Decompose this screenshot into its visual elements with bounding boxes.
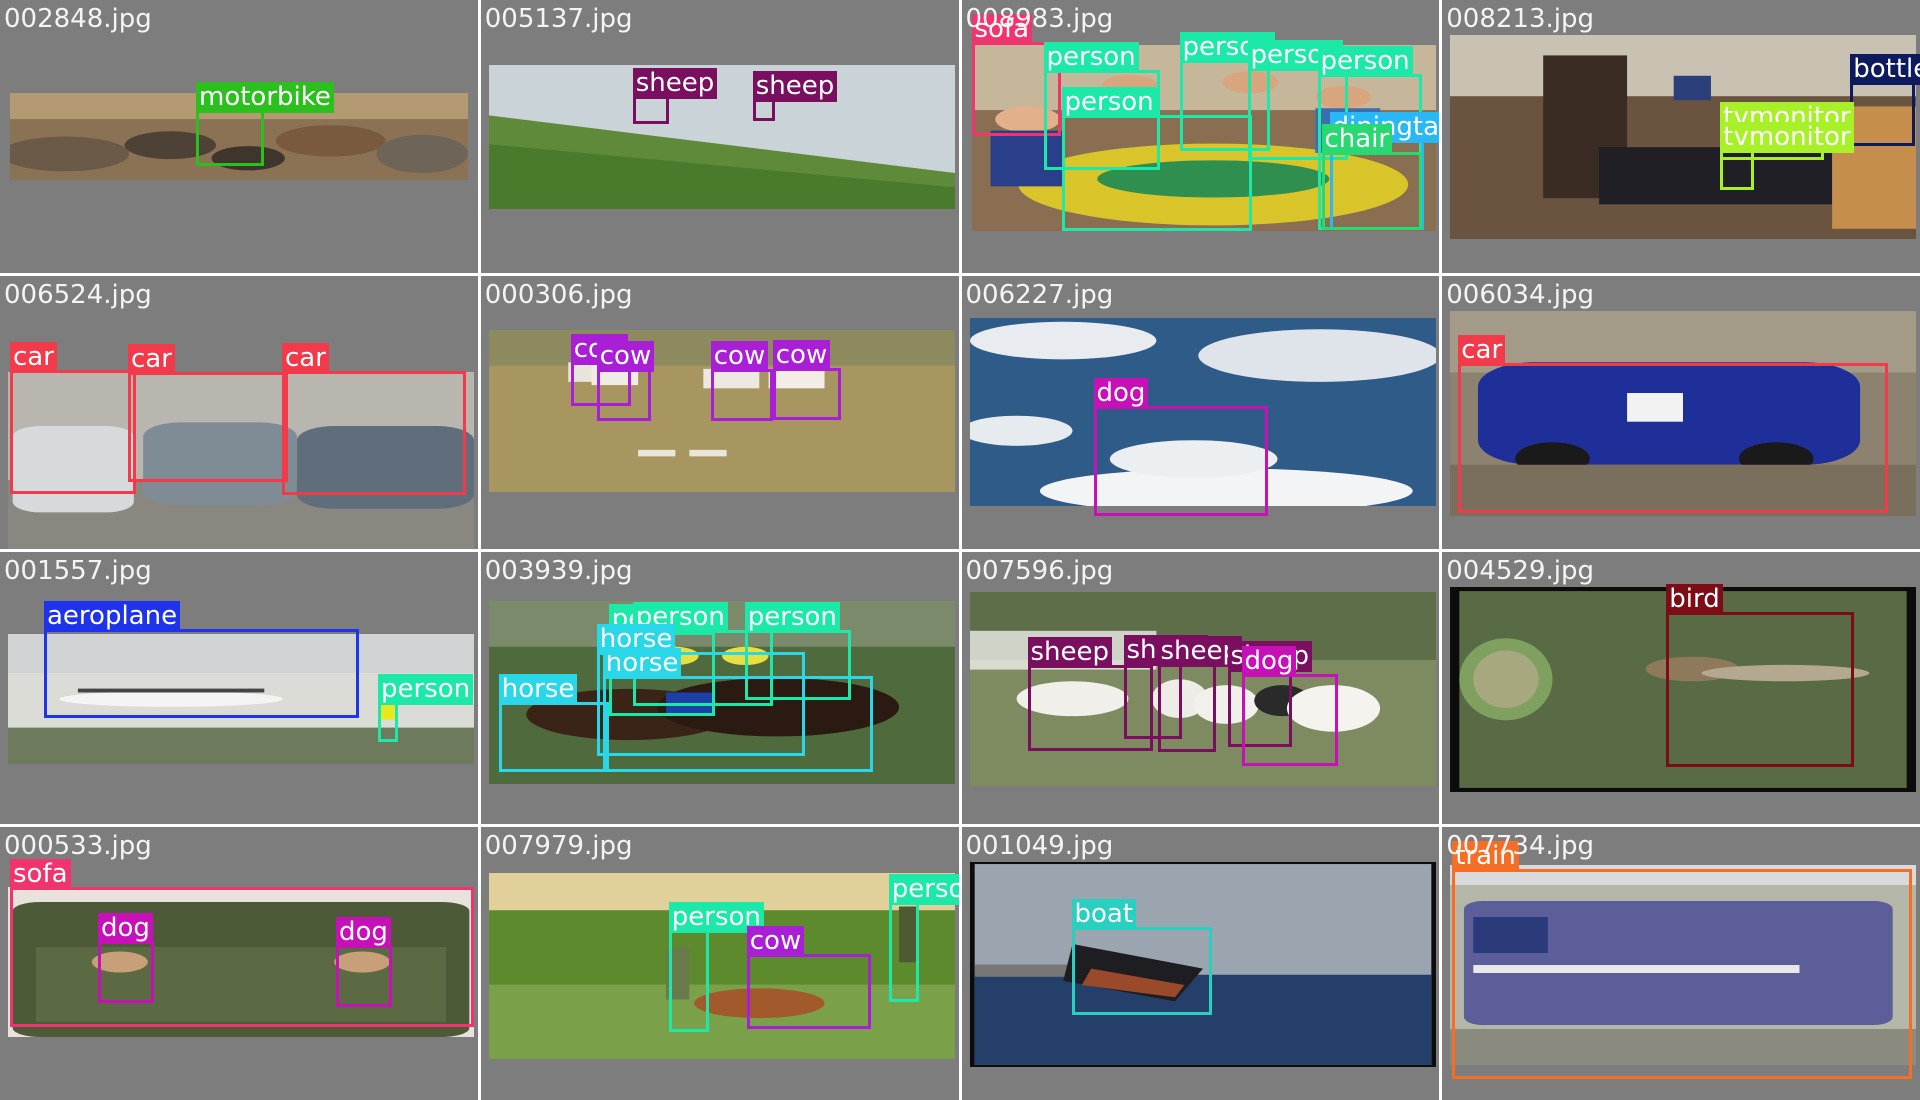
detection-label: person [1062,87,1157,118]
detection-label: cow [711,341,768,372]
detection-box: dog [336,945,392,1007]
detection-box: cow [773,368,841,420]
detection-box: car [1458,363,1888,513]
image-filename: 005137.jpg [485,6,633,32]
detection-box: car [10,370,136,494]
result-tile: 004529.jpg bird [1442,552,1920,825]
image-filename: 002848.jpg [4,6,152,32]
image-filename: 006034.jpg [1446,282,1594,308]
detection-label: dog [336,917,391,948]
detection-box: sheep [753,99,775,121]
scene-photo [489,873,955,1059]
detection-label: bottle [1850,54,1920,85]
detection-box: dog [1242,674,1338,766]
detection-box: tvmonitor [1720,150,1754,190]
detection-label: sheep [633,68,718,99]
detection-label: sheep [1028,637,1113,668]
detection-label: person [1318,46,1413,77]
detection-label: car [1458,335,1505,366]
result-tile: 005137.jpg sheep sheep [481,0,959,273]
detection-box: boat [1072,927,1212,1015]
result-tile: 006034.jpg car [1442,276,1920,549]
detection-label: dog [1094,378,1149,409]
detection-label: horse [597,624,676,655]
result-tile: 001557.jpg aeroplane person [0,552,478,825]
image-filename: 001557.jpg [4,558,152,584]
image-filename: 001049.jpg [966,833,1114,859]
detection-box: person [1062,115,1252,231]
detection-box: train [1452,869,1912,1079]
detection-label: motorbike [196,82,334,113]
detection-box: dog [1094,406,1268,516]
result-tile: 008983.jpg sofa person person person person pe… [962,0,1440,273]
detection-box: cow [597,369,651,421]
detection-label: chair [1322,124,1393,155]
detection-box: bird [1666,612,1854,767]
image-filename: 003939.jpg [485,558,633,584]
image-filename: 007979.jpg [485,833,633,859]
detection-label: person [745,602,840,633]
detection-box: motorbike [196,110,264,166]
detection-box: person [669,930,709,1032]
detection-box: horse [499,702,609,772]
detection-label: aeroplane [44,601,180,632]
detection-label: cow [747,926,804,957]
detection-box: aeroplane [44,629,359,718]
detection-box: sofa [10,887,474,1027]
detection-box: car [282,371,466,495]
detection-box: cow [711,369,773,421]
detection-label: cow [597,341,654,372]
result-tile: 001049.jpg boat [962,827,1440,1100]
result-tile: 000306.jpgcowcowcowcow [481,276,959,549]
detection-label: dog [1242,646,1297,677]
image-filename: 004529.jpg [1446,558,1594,584]
image-filename: 000306.jpg [485,282,633,308]
detection-label: car [128,344,175,375]
result-tile: 008213.jpgbottletvmonitortvmonitor [1442,0,1920,273]
detection-box: sheep [1158,664,1216,752]
image-filename: 006227.jpg [966,282,1114,308]
detection-box: cow [747,954,871,1029]
result-tile: 006524.jpg car car car [0,276,478,549]
detection-box: person [378,702,398,742]
result-tile: 007979.jpgpersonpersoncow [481,827,959,1100]
detection-label: person [378,674,473,705]
detection-box: dog [98,941,154,1003]
detection-label: cow [773,340,830,371]
detection-label: bird [1666,584,1722,615]
detection-label: sheep [753,71,838,102]
detection-label: dog [98,913,153,944]
result-tile: 000533.jpg sofa dog dog [0,827,478,1100]
detection-box: bottle [1850,82,1915,146]
image-filename: 008983.jpg [966,6,1114,32]
image-filename: 007596.jpg [966,558,1114,584]
detection-label: boat [1072,899,1137,930]
result-tile: 002848.jpg motorbike [0,0,478,273]
result-tile: 003939.jpgpersonpersonpersonhorsehorseho… [481,552,959,825]
scene-photo [489,65,955,209]
detection-label: tvmonitor [1720,122,1853,153]
result-tile: 007596.jpgsheepsheepsheepsheepdog [962,552,1440,825]
detection-label: car [282,343,329,374]
detection-box: chair [1322,152,1422,230]
detection-label: person [1044,42,1139,73]
image-filename: 006524.jpg [4,282,152,308]
detection-label: person [889,874,959,905]
result-tile: 006227.jpg dog [962,276,1440,549]
image-filename: 007734.jpg [1446,833,1594,859]
detection-label: sofa [10,859,71,890]
image-filename: 008213.jpg [1446,6,1594,32]
result-tile: 007734.jpg train [1442,827,1920,1100]
detection-box: car [128,372,288,482]
detection-box: horse [597,652,805,756]
detection-box: person [889,902,919,1002]
detection-label: horse [499,674,578,705]
detection-label: car [10,342,57,373]
detection-box: sheep [633,96,669,124]
image-filename: 000533.jpg [4,833,152,859]
